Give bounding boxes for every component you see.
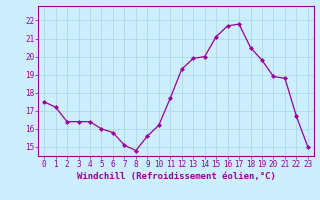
X-axis label: Windchill (Refroidissement éolien,°C): Windchill (Refroidissement éolien,°C) (76, 172, 276, 181)
